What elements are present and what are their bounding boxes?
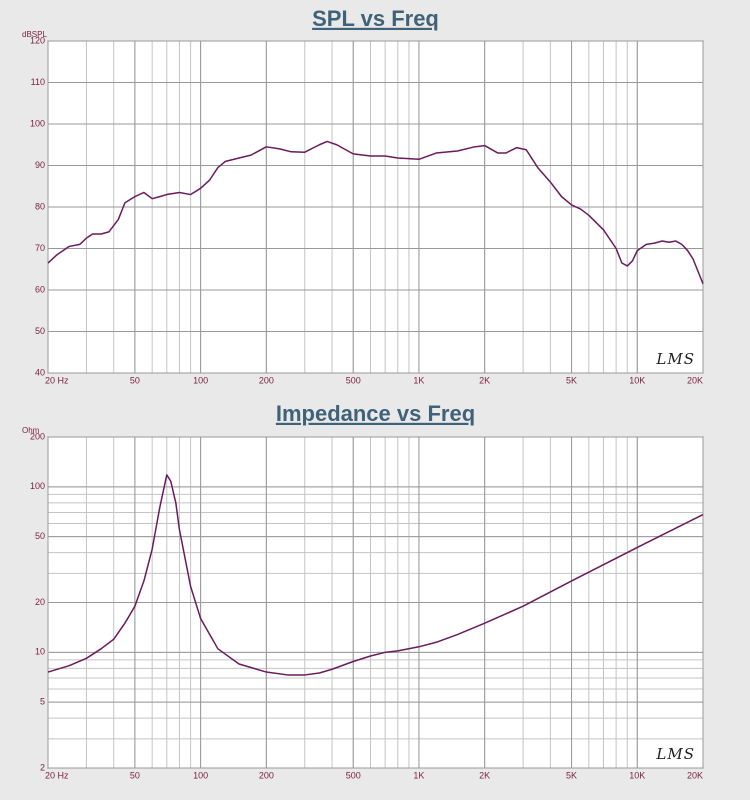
x-tick-label: 200 [259,770,274,780]
data-line [47,140,704,285]
x-tick-label: 2K [479,770,490,780]
y-tick-label: 110 [31,77,45,87]
watermark: LMS [655,745,695,763]
y-tick-label: 50 [35,531,45,541]
x-tick-label: 500 [346,375,361,385]
x-tick-label: 100 [193,375,208,385]
x-tick-label: 10K [629,770,645,780]
x-tick-label: 10K [629,375,645,385]
y-tick-label: 50 [35,326,45,336]
y-tick-label: 20 [35,597,45,607]
y-axis-label: dBSPL [22,30,47,39]
x-tick-label: 20 Hz [45,770,69,780]
y-tick-label: 5 [40,697,45,707]
x-tick-label: 20K [687,375,703,385]
y-tick-label: 200 [30,431,45,441]
y-axis-label: Ohm [22,426,40,435]
y-tick-label: 90 [35,160,45,170]
chart-title: SPL vs Freq [312,6,439,31]
x-tick-label: 20 Hz [45,375,69,385]
x-tick-label: 20K [687,770,703,780]
chart: SPL vs Freq 20 Hz 50 100 200 500 1K 2K 5K 10K 20K 4… [22,6,704,385]
x-tick-label: 5K [566,770,577,780]
x-tick-label: 5K [566,375,577,385]
chart-title: Impedance vs Freq [276,401,475,426]
chart: Impedance vs Freq 20 Hz 50 100 200 500 1K 2K 5K 1… [22,401,704,780]
y-tick-label: 70 [35,243,45,253]
x-tick-label: 500 [346,770,361,780]
y-tick-label: 2 [40,762,45,772]
x-tick-label: 50 [130,770,140,780]
x-tick-label: 1K [413,375,424,385]
x-tick-label: 100 [193,770,208,780]
y-tick-label: 120 [30,35,45,45]
y-tick-label: 80 [35,201,45,211]
x-tick-label: 50 [130,375,140,385]
data-line [47,474,704,676]
y-tick-label: 60 [35,284,45,294]
x-tick-label: 2K [479,375,490,385]
y-tick-label: 100 [30,118,45,128]
y-tick-label: 100 [30,481,45,491]
y-tick-label: 10 [35,647,45,657]
watermark: LMS [655,350,695,368]
x-tick-label: 1K [413,770,424,780]
y-tick-label: 40 [35,367,45,377]
x-tick-label: 200 [259,375,274,385]
